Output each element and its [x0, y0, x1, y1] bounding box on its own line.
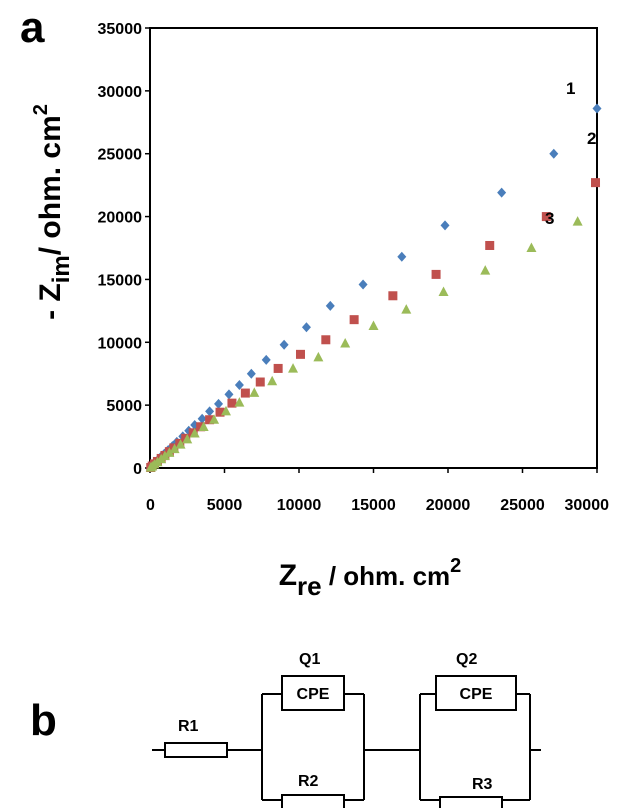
data-point-series-1 — [234, 380, 244, 391]
data-point-series-1 — [497, 187, 507, 198]
data-point-series-1 — [261, 354, 271, 365]
y-tick-label: 35000 — [98, 21, 143, 38]
data-point-series-1 — [397, 251, 407, 262]
data-point-series-1 — [246, 368, 256, 379]
data-point-series-3 — [340, 338, 351, 348]
data-point-series-3 — [249, 387, 260, 397]
y-tick-label: 10000 — [98, 335, 143, 352]
data-point-series-3 — [572, 216, 583, 226]
svg-text:Zre / ohm. cm2: Zre / ohm. cm2 — [279, 555, 462, 601]
data-point-series-1 — [592, 103, 602, 114]
data-point-series-2 — [349, 315, 359, 325]
data-point-series-3 — [220, 405, 231, 416]
data-point-series-3 — [313, 351, 324, 362]
y-axis-ticks: 0 5000 10000 15000 20000 25000 30000 35000 — [98, 21, 150, 478]
label-r1: R1 — [178, 718, 199, 735]
data-point-series-2 — [295, 349, 305, 359]
series-label-1: 1 — [566, 79, 575, 98]
data-point-series-1 — [279, 339, 289, 350]
data-point-series-3 — [234, 397, 245, 407]
data-points — [145, 103, 602, 473]
y-tick-label: 15000 — [98, 272, 143, 289]
label-r3: R3 — [472, 776, 493, 793]
data-point-series-1 — [549, 148, 559, 159]
data-point-series-2 — [321, 335, 331, 345]
data-point-series-1 — [214, 398, 224, 409]
cpe-element-q2 — [435, 675, 517, 711]
data-point-series-3 — [267, 375, 278, 386]
x-tick-label: 5000 — [207, 497, 243, 514]
data-point-series-3 — [182, 433, 193, 444]
data-point-series-3 — [159, 450, 170, 461]
x-tick-label: 15000 — [351, 497, 396, 514]
data-point-series-3 — [526, 242, 537, 252]
x-tick-label: 20000 — [426, 497, 471, 514]
data-point-series-3 — [209, 414, 220, 424]
y-tick-label: 25000 — [98, 147, 143, 164]
data-point-series-2 — [205, 415, 215, 425]
data-point-series-3 — [175, 439, 186, 449]
label-q2: Q2 — [456, 651, 477, 668]
data-point-series-1 — [301, 322, 311, 333]
x-tick-label: 0 — [146, 497, 155, 514]
data-point-series-2 — [227, 398, 237, 408]
label-r2: R2 — [298, 773, 319, 790]
y-tick-label: 30000 — [98, 84, 143, 101]
y-tick-label: 5000 — [106, 398, 142, 415]
data-point-series-3 — [198, 421, 209, 432]
panel-label-b: b — [30, 696, 57, 745]
label-cpe-2: CPE — [460, 686, 493, 703]
x-tick-label: 25000 — [500, 497, 545, 514]
x-axis-ticks: 0 5000 10000 15000 20000 25000 30000 — [146, 468, 609, 514]
data-point-series-1 — [205, 406, 215, 417]
resistor-r3 — [439, 796, 503, 808]
data-point-series-1 — [358, 279, 368, 290]
series-label-3: 3 — [545, 209, 554, 228]
data-point-series-2 — [240, 388, 250, 398]
data-point-series-2 — [485, 240, 495, 250]
series-label-2: 2 — [587, 129, 596, 148]
data-point-series-3 — [169, 443, 180, 454]
label-q1: Q1 — [299, 651, 320, 668]
data-point-series-2 — [591, 178, 601, 188]
data-point-series-1 — [325, 300, 335, 311]
data-point-series-3 — [480, 265, 491, 275]
data-point-series-3 — [189, 428, 200, 438]
y-tick-label: 0 — [133, 461, 142, 478]
equivalent-circuit — [152, 675, 541, 808]
resistor-r1 — [164, 742, 228, 758]
data-point-series-3 — [438, 286, 449, 296]
data-point-series-2 — [196, 422, 206, 432]
data-point-series-2 — [255, 377, 265, 387]
resistor-r2 — [281, 794, 345, 808]
data-point-series-2 — [273, 363, 283, 373]
y-tick-label: 20000 — [98, 210, 143, 227]
y-axis-title: - Zim/ ohm. cm2 — [30, 104, 75, 320]
x-axis-title: Zre / ohm. cm2 — [279, 555, 462, 601]
data-point-series-3 — [288, 363, 299, 373]
data-point-series-1 — [440, 220, 450, 231]
data-point-series-3 — [164, 447, 175, 457]
x-tick-label: 30000 — [565, 497, 610, 514]
data-point-series-2 — [215, 407, 225, 417]
panel-label-a: a — [20, 3, 45, 52]
x-tick-label: 10000 — [277, 497, 322, 514]
label-cpe-1: CPE — [297, 686, 330, 703]
data-point-series-2 — [388, 291, 398, 301]
data-point-series-3 — [401, 304, 412, 314]
data-point-series-3 — [368, 320, 379, 330]
data-point-series-2 — [541, 212, 551, 222]
data-point-series-1 — [197, 413, 207, 424]
svg-text:- Zim/ ohm. cm2: - Zim/ ohm. cm2 — [30, 104, 75, 320]
data-point-series-1 — [224, 389, 234, 400]
data-point-series-2 — [431, 269, 441, 279]
